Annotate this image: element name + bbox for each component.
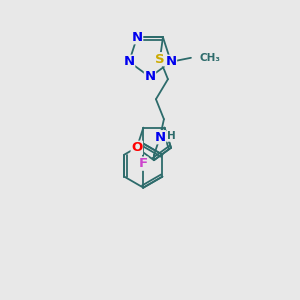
Text: N: N [154, 131, 166, 144]
Text: CH₃: CH₃ [200, 53, 221, 63]
Text: N: N [144, 70, 156, 83]
Text: N: N [131, 31, 142, 44]
Text: N: N [165, 55, 176, 68]
Text: S: S [155, 53, 165, 66]
Text: H: H [167, 131, 175, 141]
Text: N: N [124, 55, 135, 68]
Text: O: O [131, 141, 142, 154]
Text: F: F [139, 157, 148, 170]
